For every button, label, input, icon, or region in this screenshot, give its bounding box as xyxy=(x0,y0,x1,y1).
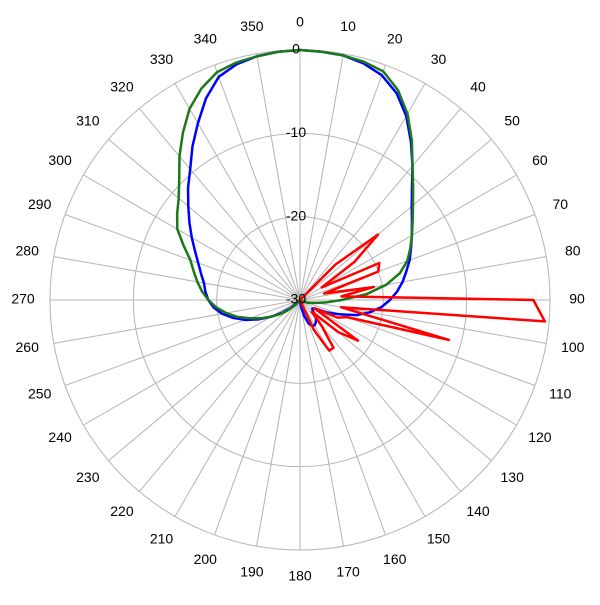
spoke-line xyxy=(256,53,301,301)
radial-tick-label: -30 xyxy=(286,291,306,307)
spoke-line xyxy=(299,53,344,301)
spoke-line xyxy=(214,299,301,536)
spoke-line xyxy=(64,299,301,386)
angle-tick-label: 130 xyxy=(501,469,525,485)
spoke-line xyxy=(83,299,301,426)
angle-tick-label: 40 xyxy=(470,79,486,95)
spoke-line xyxy=(299,138,492,301)
angle-tick-label: 280 xyxy=(16,243,40,259)
angle-tick-label: 340 xyxy=(194,30,218,46)
angle-tick-label: 160 xyxy=(383,551,407,567)
radial-tick-label: -20 xyxy=(286,207,306,223)
spoke-line xyxy=(138,299,301,492)
angle-tick-label: 150 xyxy=(427,531,451,547)
angle-tick-label: 70 xyxy=(553,196,569,212)
angle-tick-label: 330 xyxy=(150,51,174,67)
spoke-line xyxy=(138,108,301,301)
spoke-line xyxy=(299,108,462,301)
angle-tick-label: 320 xyxy=(110,79,134,95)
angle-tick-label: 10 xyxy=(340,18,356,34)
spoke-line xyxy=(53,256,301,301)
angle-tick-label: 200 xyxy=(194,551,218,567)
angle-tick-label: 230 xyxy=(76,469,100,485)
spoke-line xyxy=(299,299,517,426)
angle-tick-label: 190 xyxy=(240,563,264,579)
spoke-line xyxy=(53,299,301,344)
angle-tick-label: 110 xyxy=(549,385,572,401)
angle-tick-label: 240 xyxy=(48,429,72,445)
spoke-line xyxy=(299,83,426,301)
spoke-line xyxy=(299,64,386,301)
angle-tick-label: 140 xyxy=(466,503,490,519)
angle-tick-label: 310 xyxy=(76,113,100,129)
angle-tick-label: 30 xyxy=(431,51,447,67)
angle-tick-label: 90 xyxy=(569,291,585,307)
angle-tick-label: 120 xyxy=(528,429,552,445)
spoke-line xyxy=(214,64,301,301)
angle-tick-label: 220 xyxy=(110,503,134,519)
angle-tick-label: 20 xyxy=(387,30,403,46)
spoke-line xyxy=(299,299,426,517)
angle-tick-label: 170 xyxy=(336,563,360,579)
spoke-line xyxy=(299,299,462,492)
spoke-line xyxy=(108,138,301,301)
angle-tick-label: 260 xyxy=(16,339,40,355)
spoke-line xyxy=(299,214,536,301)
spoke-line xyxy=(299,299,344,547)
radial-tick-label: 0 xyxy=(292,41,300,57)
angle-tick-label: 290 xyxy=(28,196,52,212)
angle-tick-label: 60 xyxy=(532,152,548,168)
grid-circle xyxy=(216,216,384,384)
spoke-line xyxy=(64,214,301,301)
grid-circle xyxy=(132,132,468,468)
pattern-line xyxy=(175,48,415,320)
angle-tick-label: 0 xyxy=(296,14,304,30)
pattern-line xyxy=(298,233,547,352)
radial-tick-label: -10 xyxy=(286,124,306,140)
angle-tick-label: 210 xyxy=(150,531,174,547)
angle-tick-label: 300 xyxy=(48,152,72,168)
angle-tick-label: 50 xyxy=(504,113,520,129)
angle-tick-label: 270 xyxy=(11,291,35,307)
spoke-line xyxy=(256,299,301,547)
angle-tick-label: 100 xyxy=(561,339,585,355)
spoke-line xyxy=(108,299,301,462)
angle-tick-label: 250 xyxy=(28,385,52,401)
spoke-line xyxy=(299,256,547,301)
spoke-line xyxy=(174,299,301,517)
angle-tick-label: 180 xyxy=(288,568,312,584)
spoke-line xyxy=(299,299,386,536)
angle-tick-label: 80 xyxy=(565,243,581,259)
angle-tick-label: 350 xyxy=(240,18,264,34)
spoke-line xyxy=(174,83,301,301)
spoke-line xyxy=(299,174,517,301)
